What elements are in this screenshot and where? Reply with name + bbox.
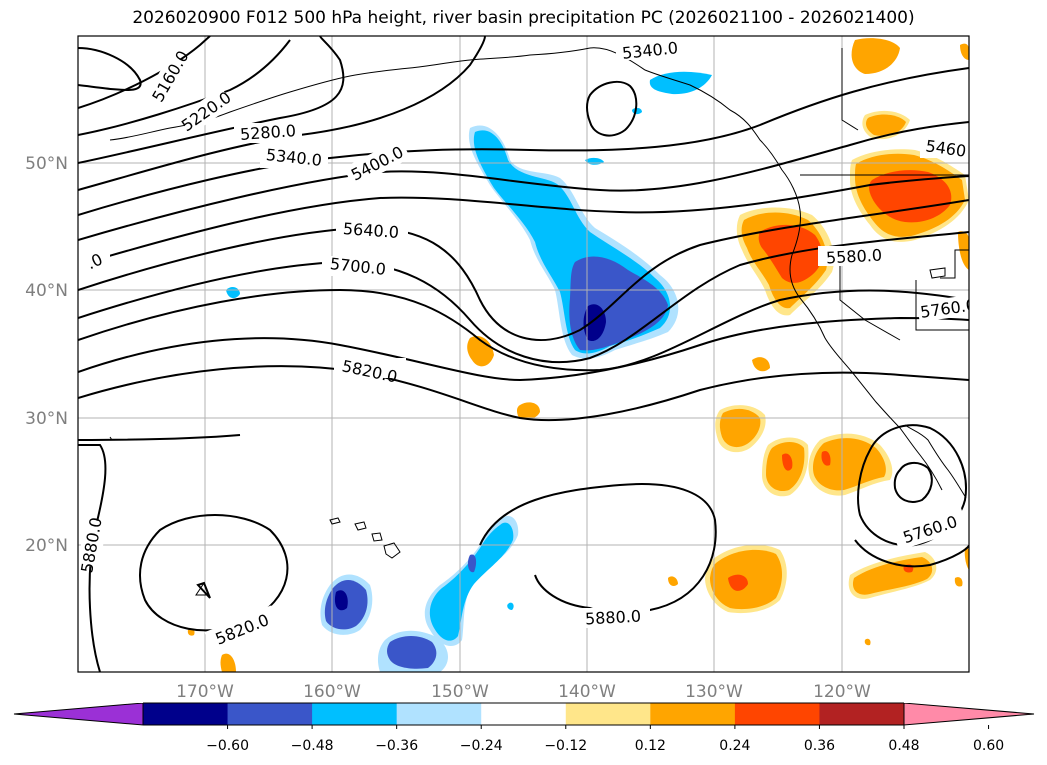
lon-tick-label: 140°W — [558, 682, 616, 702]
colorbar-segment — [565, 703, 651, 725]
contour-label: 5640.0 — [342, 219, 399, 242]
lon-tick-label: 130°W — [685, 682, 743, 702]
contour-label: 5580.0 — [826, 246, 883, 268]
colorbar-tick-label: 0.48 — [888, 738, 919, 754]
colorbar-segment — [227, 703, 313, 725]
colorbar-segment — [143, 703, 229, 725]
colorbar-segment — [734, 703, 820, 725]
colorbar-tick-label: 0.60 — [973, 738, 1004, 754]
lat-tick-label: 20°N — [25, 536, 68, 556]
colorbar-segment — [396, 703, 482, 725]
latitude-labels: 50°N 40°N 30°N 20°N — [25, 154, 68, 556]
plot-frame — [77, 35, 970, 673]
colorbar-tick-label: 0.12 — [635, 738, 666, 754]
colorbar-outline — [13, 702, 1035, 726]
colorbar-tick-label: −0.60 — [206, 738, 249, 754]
colorbar-segment — [481, 703, 567, 725]
lat-tick-label: 30°N — [25, 409, 68, 429]
contour-label: 5280.0 — [239, 121, 296, 144]
colorbar-segment — [819, 703, 905, 725]
contour-label: 5880.0 — [585, 607, 642, 629]
colorbar-ticks: −0.60 −0.48 −0.36 −0.24 −0.12 0.12 0.24 0.36 0.4… — [206, 725, 1004, 754]
colorbar-tick-label: −0.48 — [291, 738, 334, 754]
colorbar-segments — [14, 703, 1034, 725]
plot-area — [78, 36, 969, 672]
colorbar-segment — [650, 703, 736, 725]
colorbar-tick-label: −0.36 — [375, 738, 418, 754]
map-title: 2026020900 F012 500 hPa height, river ba… — [132, 8, 915, 28]
colorbar-extend-min — [14, 703, 143, 725]
colorbar-tick-label: −0.24 — [460, 738, 503, 754]
colorbar-tick-label: 0.24 — [719, 738, 750, 754]
colorbar: −0.60 −0.48 −0.36 −0.24 −0.12 0.12 0.24 0.36 0.4… — [13, 702, 1035, 754]
longitude-labels: 170°W 160°W 150°W 140°W 130°W 120°W — [176, 682, 871, 702]
contour-label: .0 — [84, 250, 106, 274]
graticule — [78, 36, 969, 672]
lat-tick-label: 50°N — [25, 154, 68, 174]
lon-tick-label: 160°W — [303, 682, 361, 702]
lon-tick-label: 150°W — [431, 682, 489, 702]
colorbar-tick-label: −0.12 — [544, 738, 587, 754]
lon-tick-label: 120°W — [813, 682, 871, 702]
lat-tick-label: 40°N — [25, 281, 68, 301]
colorbar-tick-label: 0.36 — [804, 738, 835, 754]
lon-tick-label: 170°W — [176, 682, 234, 702]
colorbar-extend-max — [904, 703, 1034, 725]
colorbar-segment — [312, 703, 398, 725]
